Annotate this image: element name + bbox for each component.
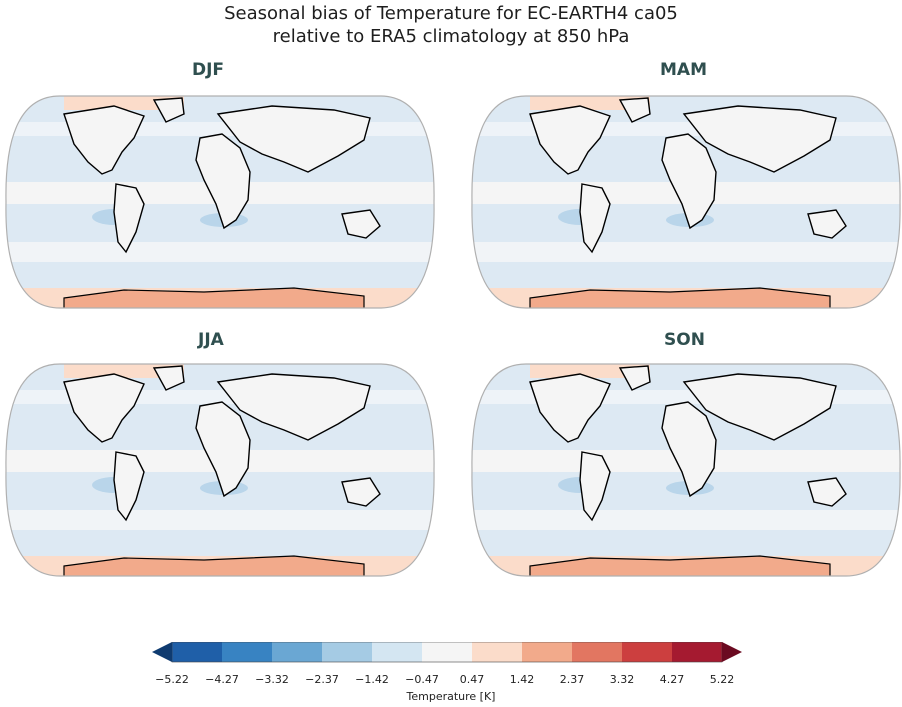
map-content bbox=[4, 360, 436, 580]
colorbar-tick-label: −5.22 bbox=[155, 673, 189, 686]
colorbar-segment bbox=[222, 642, 273, 662]
panel-title-mam: MAM bbox=[660, 60, 707, 80]
map-panel-djf bbox=[4, 92, 436, 312]
colorbar-tick-label: −2.37 bbox=[305, 673, 339, 686]
colorbar-segment bbox=[372, 642, 423, 662]
colorbar-segments bbox=[171, 642, 723, 663]
colorbar-tick-label: −0.47 bbox=[405, 673, 439, 686]
colorbar-segment bbox=[172, 642, 223, 662]
map-content bbox=[470, 92, 902, 312]
colorbar-tick-label: 3.32 bbox=[609, 673, 635, 686]
colorbar-segment bbox=[522, 642, 573, 662]
colorbar-segment bbox=[422, 642, 473, 662]
figure-title-line1: Seasonal bias of Temperature for EC-EART… bbox=[224, 3, 678, 24]
colorbar-segment bbox=[672, 642, 723, 662]
colorbar-tick-label: 2.37 bbox=[559, 673, 585, 686]
colorbar-over-arrow bbox=[722, 642, 742, 662]
map-content bbox=[470, 360, 902, 580]
map-panel-jja bbox=[4, 360, 436, 580]
colorbar-segment bbox=[322, 642, 373, 662]
map-panel-son bbox=[470, 360, 902, 580]
colorbar bbox=[152, 642, 742, 663]
colorbar-tick-label: −1.42 bbox=[355, 673, 389, 686]
colorbar-segment bbox=[472, 642, 523, 662]
colorbar-segment bbox=[622, 642, 673, 662]
colorbar-under-arrow bbox=[152, 642, 172, 662]
colorbar-tick-label: −4.27 bbox=[205, 673, 239, 686]
colorbar-tick-label: −3.32 bbox=[255, 673, 289, 686]
map-content bbox=[4, 92, 436, 312]
colorbar-label: Temperature [K] bbox=[406, 690, 496, 703]
colorbar-segment bbox=[272, 642, 323, 662]
figure-title-line2: relative to ERA5 climatology at 850 hPa bbox=[272, 26, 630, 47]
colorbar-tick-label: 4.27 bbox=[659, 673, 685, 686]
colorbar-segment bbox=[572, 642, 623, 662]
map-panel-mam bbox=[470, 92, 902, 312]
colorbar-tick-label: 0.47 bbox=[459, 673, 485, 686]
panel-title-son: SON bbox=[664, 330, 705, 350]
colorbar-tick-label: 5.22 bbox=[709, 673, 735, 686]
colorbar-tick-label: 1.42 bbox=[509, 673, 535, 686]
panel-title-djf: DJF bbox=[192, 60, 225, 80]
panel-title-jja: JJA bbox=[198, 330, 224, 350]
